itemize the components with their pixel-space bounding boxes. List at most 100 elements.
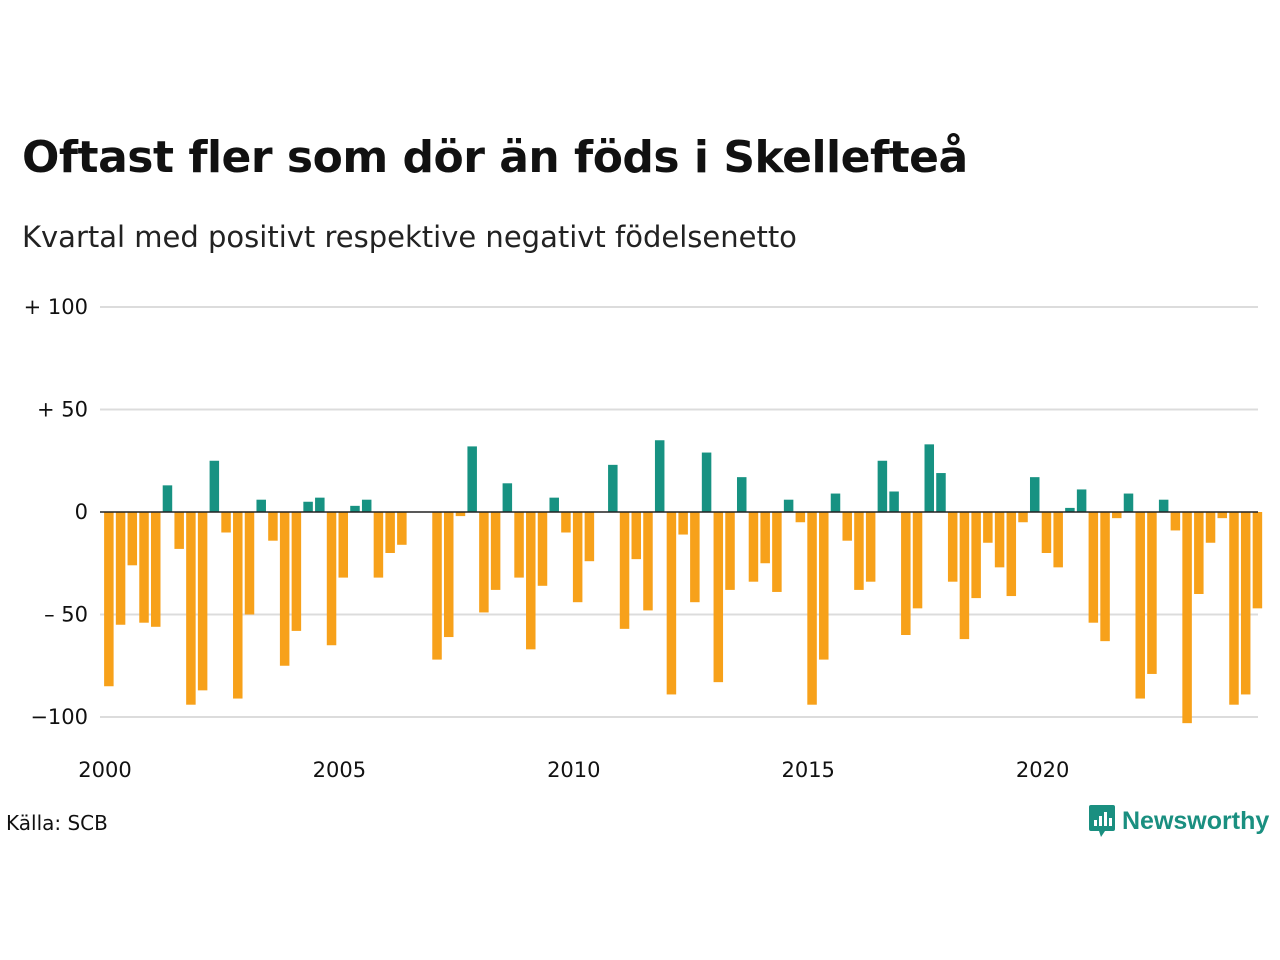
bar-negative — [1170, 512, 1181, 531]
bar-negative — [291, 512, 302, 631]
bar-positive — [701, 452, 712, 512]
bar-negative — [1135, 512, 1145, 699]
bar-negative — [807, 512, 817, 705]
bar-negative — [983, 512, 993, 543]
bar-positive — [361, 499, 372, 512]
bar-positive — [303, 501, 313, 512]
bar-negative — [127, 512, 138, 566]
bar-negative — [1182, 512, 1192, 724]
bar-negative — [537, 512, 548, 586]
bar-negative — [713, 512, 724, 683]
x-axis-ticks: 2000 2005 2010 2015 2020 — [78, 758, 1069, 782]
bar-negative — [526, 512, 536, 650]
bar-negative — [1240, 512, 1251, 695]
bars — [104, 440, 1263, 724]
bar-chart-speech-bubble-icon — [1089, 805, 1115, 837]
y-tick-label: + 50 — [37, 398, 88, 422]
bar-negative — [772, 512, 782, 592]
bar-positive — [1123, 493, 1134, 512]
bar-positive — [608, 464, 618, 512]
bar-positive — [736, 477, 747, 512]
bar-negative — [1147, 512, 1157, 674]
bar-positive — [315, 497, 325, 512]
bar-negative — [1041, 512, 1052, 553]
bar-negative — [631, 512, 642, 560]
bar-positive — [654, 440, 665, 512]
bar-negative — [186, 512, 196, 705]
bar-negative — [1194, 512, 1204, 594]
bar-positive — [467, 446, 477, 512]
bar-negative — [748, 512, 759, 582]
bar-negative — [584, 512, 595, 562]
bar-negative — [479, 512, 489, 613]
bar-negative — [971, 512, 981, 599]
bar-positive — [350, 505, 360, 512]
bar-negative — [455, 512, 466, 517]
bar-negative — [795, 512, 806, 523]
bar-negative — [1252, 512, 1263, 609]
bar-negative — [725, 512, 735, 590]
bar-negative — [572, 512, 583, 603]
bar-positive — [783, 499, 794, 512]
bar-negative — [490, 512, 501, 590]
bar-negative — [1018, 512, 1028, 523]
bar-negative — [279, 512, 290, 666]
bar-positive — [1029, 477, 1040, 512]
bar-negative — [842, 512, 852, 541]
chart-subtitle: Kvartal med positivt respektive negativt… — [22, 220, 797, 254]
bar-negative — [443, 512, 454, 638]
bar-negative — [104, 512, 114, 687]
bar-negative — [221, 512, 231, 533]
bar-negative — [678, 512, 688, 535]
bar-negative — [912, 512, 923, 609]
bar-negative — [244, 512, 255, 615]
bar-negative — [385, 512, 395, 553]
y-axis-ticks: + 100 + 50 0 – 50 −100 — [24, 295, 88, 729]
bar-negative — [326, 512, 337, 646]
bar-positive — [877, 460, 888, 512]
bar-positive — [256, 499, 266, 512]
bar-negative — [1053, 512, 1063, 568]
bar-negative — [561, 512, 571, 533]
bar-negative — [373, 512, 384, 578]
y-tick-label: 0 — [75, 500, 88, 524]
gridlines — [100, 306, 1258, 718]
bar-negative — [947, 512, 958, 582]
bar-negative — [1100, 512, 1110, 642]
bar-negative — [854, 512, 864, 590]
bar-positive — [162, 485, 173, 512]
bar-positive — [924, 444, 935, 512]
bar-negative — [994, 512, 1005, 568]
bar-negative — [760, 512, 770, 564]
bar-negative — [197, 512, 208, 691]
bar-positive — [889, 491, 899, 512]
bar-negative — [901, 512, 911, 635]
y-tick-label: – 50 — [44, 603, 88, 627]
x-tick-label: 2000 — [78, 758, 131, 782]
bar-negative — [865, 512, 876, 582]
x-tick-label: 2020 — [1016, 758, 1069, 782]
bar-negative — [514, 512, 524, 578]
bar-negative — [666, 512, 677, 695]
bar-positive — [1065, 507, 1075, 512]
bar-negative — [115, 512, 126, 625]
bar-negative — [397, 512, 407, 545]
bar-positive — [209, 460, 220, 512]
y-tick-label: −100 — [30, 705, 88, 729]
bar-negative — [959, 512, 970, 640]
bar-negative — [268, 512, 278, 541]
bar-negative — [1205, 512, 1216, 543]
bar-negative — [1088, 512, 1099, 623]
bar-positive — [549, 497, 559, 512]
bar-negative — [1229, 512, 1239, 705]
source-note: Källa: SCB — [6, 811, 108, 835]
bar-negative — [139, 512, 149, 623]
bar-negative — [233, 512, 243, 699]
bar-negative — [690, 512, 700, 603]
x-tick-label: 2005 — [313, 758, 366, 782]
x-tick-label: 2015 — [781, 758, 834, 782]
bar-negative — [174, 512, 184, 549]
bar-positive — [1158, 499, 1169, 512]
brand-logo: Newsworthy — [1088, 803, 1269, 839]
